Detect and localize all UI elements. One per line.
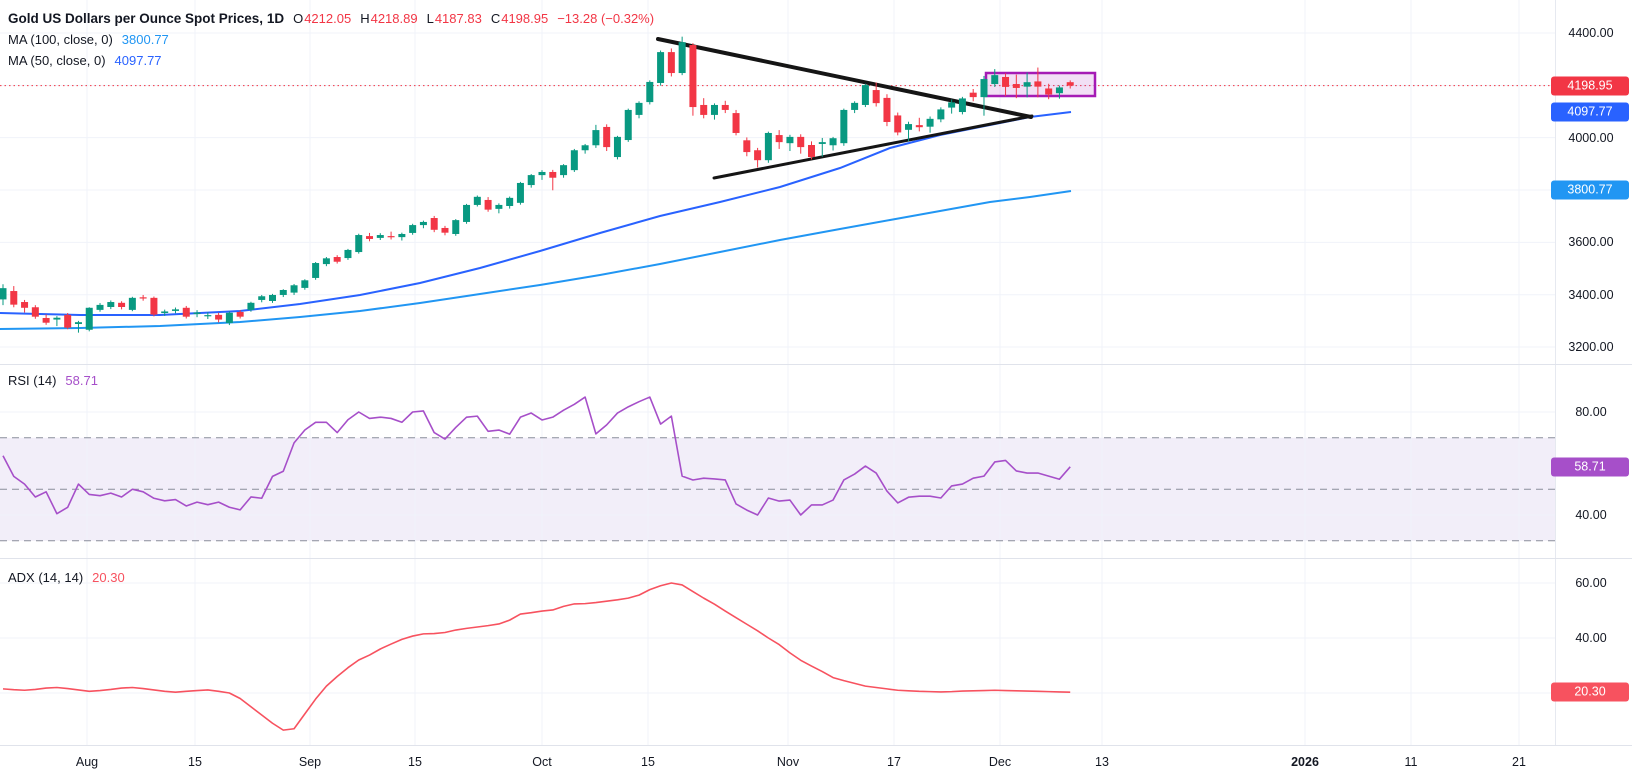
rsi-axis-tick: 40.00 [1575,508,1607,522]
adx-legend-row[interactable]: ADX (14, 14) 20.30 [8,570,125,586]
ma50-value: 4097.77 [114,53,162,68]
time-label: Nov [776,755,800,769]
time-label: Dec [988,755,1012,769]
ma100-label: MA (100, close, 0) [8,32,113,47]
price-scale[interactable]: 4400.00 4000.00 3600.00 3400.00 3200.00 80.00… [0,0,1632,745]
price-scale-border [1555,0,1556,745]
rsi-legend-row[interactable]: RSI (14) 58.71 [8,373,98,389]
time-label: 11 [1404,755,1418,769]
price-change: −13.28 (−0.32%) [557,11,655,26]
gridlines [0,0,1555,364]
adx-axis-tick: 40.00 [1575,631,1607,645]
time-label: 2026 [1291,755,1319,769]
time-label: 17 [887,755,901,769]
symbol-legend-row[interactable]: Gold US Dollars per Ounce Spot Prices, 1… [8,11,654,27]
rsi-line [2,396,1071,516]
ma100-legend-row[interactable]: MA (100, close, 0) 3800.77 [8,32,169,48]
ma100-badge: 3800.77 [1551,180,1629,200]
adx-label: ADX (14, 14) [8,570,84,585]
axis-separator [0,745,1632,746]
rsi-pane[interactable] [0,364,1632,558]
rsi-badge: 58.71 [1551,457,1629,477]
ohlc-close: C 4198.95 [490,11,549,26]
time-label: Sep [298,755,322,769]
ohlc-low: L 4187.83 [426,11,482,26]
ma100-value: 3800.77 [121,32,169,47]
time-label: 21 [1512,755,1526,769]
rsi-value: 58.71 [65,373,98,388]
price-axis-tick: 3600.00 [1568,235,1614,250]
time-label: 15 [188,755,202,769]
time-label: 15 [408,755,422,769]
adx-axis-tick: 60.00 [1575,576,1607,590]
ma100-line [0,190,1072,330]
time-label: 13 [1095,755,1109,769]
price-axis-tick: 4000.00 [1568,130,1614,145]
adx-line [2,582,1071,731]
time-axis[interactable]: Aug 15 Sep 15 Oct 15 Nov 17 Dec 13 2026 11 21 [0,745,1632,783]
time-label: Oct [532,755,552,769]
price-axis-tick: 3200.00 [1568,340,1614,355]
adx-value: 20.30 [92,570,125,585]
price-axis-tick: 4400.00 [1568,26,1614,40]
ma50-legend-row[interactable]: MA (50, close, 0) 4097.77 [8,53,162,69]
rsi-axis-tick: 80.00 [1575,405,1607,419]
ohlc-open: O 4212.05 [293,11,352,26]
gridlines [0,364,1555,558]
triangle-upper-trendline [656,37,1033,119]
rsi-label: RSI (14) [8,373,57,388]
rsi-band [0,437,1555,541]
time-label: 15 [641,755,655,769]
ma50-badge: 4097.77 [1551,102,1629,122]
pane-separator[interactable] [0,558,1632,559]
pane-separator[interactable] [0,364,1632,365]
price-axis-tick: 3400.00 [1568,287,1614,302]
time-label: Aug [75,755,99,769]
price-pane[interactable] [0,0,1632,364]
last-price-badge: 4198.95 [1551,76,1629,96]
symbol-title: Gold US Dollars per Ounce Spot Prices, 1… [8,11,285,26]
adx-pane[interactable] [0,558,1632,745]
candles-series[interactable] [0,36,1074,333]
triangle-lower-trendline [712,114,1034,180]
ohlc-high: H 4218.89 [360,11,418,26]
adx-badge: 20.30 [1551,682,1629,702]
ma50-label: MA (50, close, 0) [8,53,106,68]
